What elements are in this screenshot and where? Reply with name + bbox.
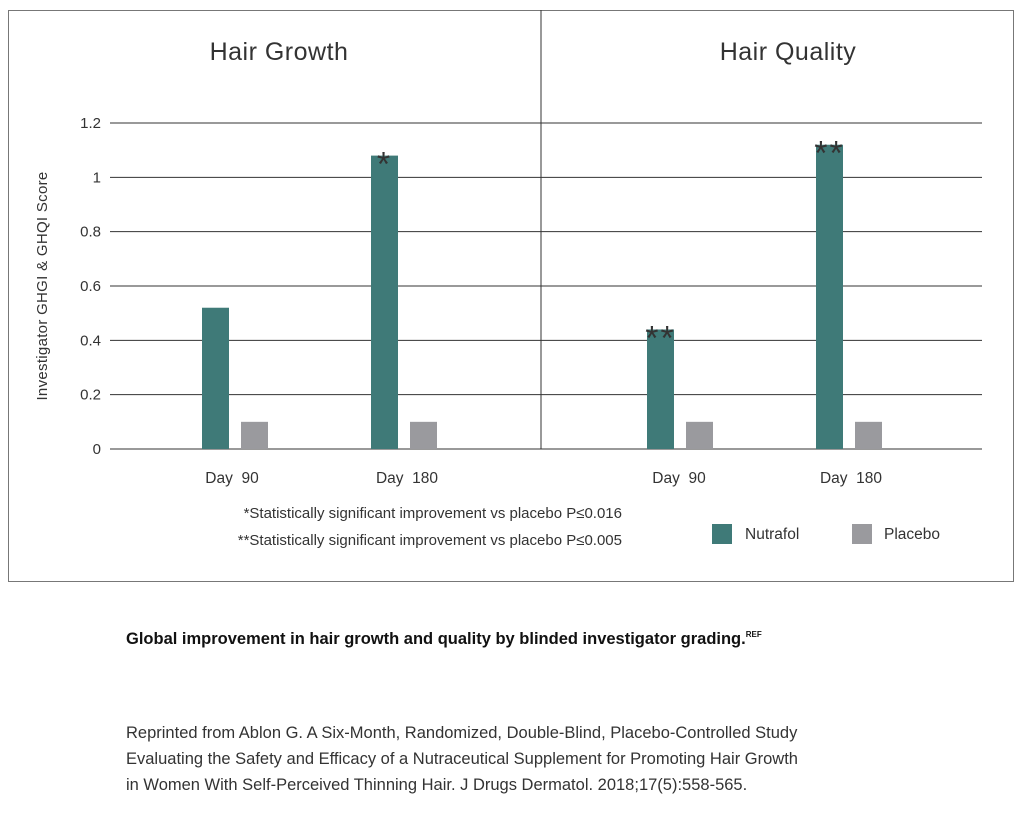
y-tick-label: 0.2 — [80, 387, 101, 404]
y-tick-label: 0 — [93, 441, 101, 458]
reprint-line: Reprinted from Ablon G. A Six-Month, Ran… — [126, 724, 798, 742]
x-tick-label: Day 90 — [652, 470, 706, 487]
significance-marker: ** — [645, 319, 675, 357]
caption-ref: REF — [745, 630, 762, 639]
y-tick-label: 1 — [93, 169, 101, 186]
x-tick-label: Day 180 — [376, 470, 438, 487]
y-tick-label: 0.8 — [80, 224, 101, 241]
caption-text: Global improvement in hair growth and qu… — [126, 630, 746, 648]
figure-caption: Global improvement in hair growth and qu… — [126, 630, 762, 649]
reprint-line: in Women With Self-Perceived Thinning Ha… — [126, 776, 748, 794]
chart: 0 0.2 0.4 0.6 0.8 1 1.2 Investigator GHGI & GHQ… — [34, 10, 982, 549]
bar-placebo — [410, 421, 437, 449]
bar-placebo — [855, 421, 882, 449]
panel-title: Hair Growth — [210, 38, 349, 66]
x-tick-label: Day 90 — [205, 470, 259, 487]
panel-title: Hair Quality — [720, 38, 857, 66]
legend-swatch-nutrafol — [712, 524, 732, 544]
bar-placebo — [686, 421, 713, 449]
bar-nutrafol — [202, 307, 229, 449]
bar-nutrafol — [371, 155, 398, 449]
bar-nutrafol — [816, 144, 843, 449]
y-tick-label: 0.4 — [80, 332, 101, 349]
chart-frame — [8, 10, 1014, 582]
significance-marker: * — [377, 146, 392, 184]
footnote: **Statistically significant improvement … — [238, 532, 622, 549]
y-axis-label: Investigator GHGI & GHQI Score — [34, 171, 51, 400]
reprint-citation: Reprinted from Ablon G. A Six-Month, Ran… — [126, 720, 966, 798]
legend-label-nutrafol: Nutrafol — [745, 526, 799, 543]
reprint-line: Evaluating the Safety and Efficacy of a … — [126, 750, 798, 768]
significance-marker: ** — [814, 135, 844, 173]
bar-placebo — [241, 421, 268, 449]
bar-nutrafol — [647, 329, 674, 449]
footnote: *Statistically significant improvement v… — [244, 505, 622, 522]
y-tick-label: 0.6 — [80, 278, 101, 295]
y-tick-label: 1.2 — [80, 115, 101, 132]
x-tick-label: Day 180 — [820, 470, 882, 487]
legend-label-placebo: Placebo — [884, 526, 940, 543]
legend-swatch-placebo — [852, 524, 872, 544]
